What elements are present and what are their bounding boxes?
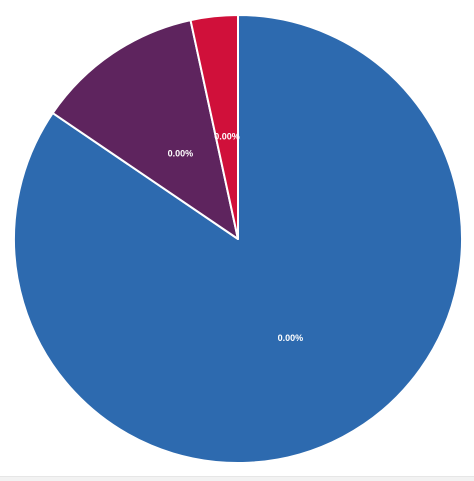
- pie-slices: [13, 14, 463, 464]
- pie-slice-label-3: 0.00%: [214, 132, 240, 142]
- pie-slice-label-2: 0.00%: [168, 149, 194, 159]
- pie-slice-3[interactable]: [189, 14, 239, 240]
- pie-labels: 0.00% 0.00% 0.00%: [168, 132, 304, 344]
- pie-slice-2[interactable]: [51, 19, 239, 240]
- footer-divider: [0, 476, 474, 481]
- pie-slice-label-1: 0.00%: [278, 333, 304, 343]
